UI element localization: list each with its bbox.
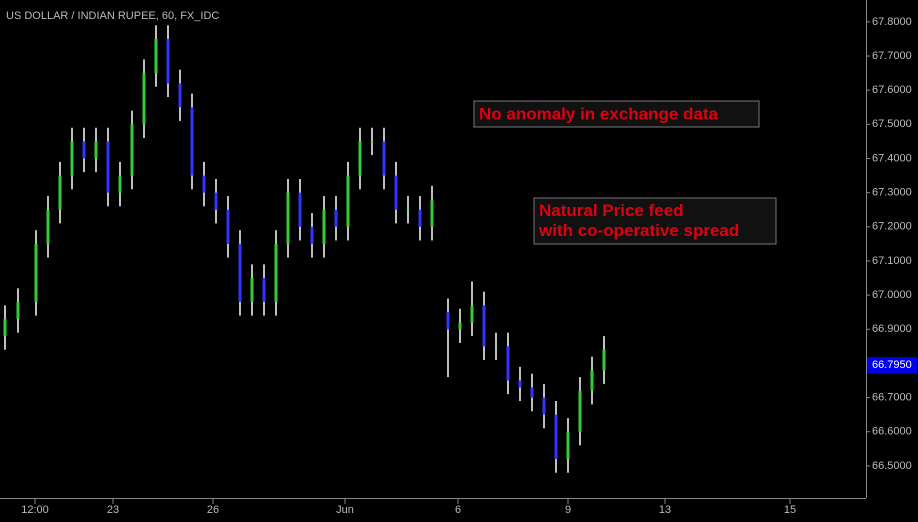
annotation: No anomaly in exchange data bbox=[479, 104, 719, 123]
bar-body bbox=[322, 209, 326, 244]
annotation: Natural Price feed with co-operative spre… bbox=[538, 201, 739, 240]
bar-body bbox=[166, 38, 170, 84]
x-tick-label: 9 bbox=[565, 504, 571, 516]
bar-body bbox=[214, 192, 218, 210]
y-tick-label: 67.2000 bbox=[872, 221, 912, 233]
bar-body bbox=[482, 305, 486, 347]
bar-body bbox=[430, 199, 434, 227]
y-tick-label: 67.0000 bbox=[872, 289, 912, 301]
bar-body bbox=[530, 387, 534, 398]
bar-body bbox=[154, 38, 158, 74]
bar-body bbox=[394, 175, 398, 210]
bar-body bbox=[382, 141, 386, 176]
y-tick-label: 67.4000 bbox=[872, 152, 912, 164]
bar-body bbox=[554, 414, 558, 460]
bar-body bbox=[46, 209, 50, 244]
bar-body bbox=[190, 107, 194, 176]
bar-body bbox=[130, 124, 134, 176]
bar-body bbox=[94, 141, 98, 159]
bar-body bbox=[3, 319, 7, 337]
bar-body bbox=[518, 380, 522, 388]
bar-body bbox=[458, 322, 462, 330]
y-tick-label: 67.5000 bbox=[872, 118, 912, 130]
y-tick-label: 67.7000 bbox=[872, 50, 912, 62]
bar-body bbox=[370, 141, 374, 143]
y-tick-label: 67.8000 bbox=[872, 16, 912, 28]
x-tick-label: 6 bbox=[455, 504, 461, 516]
bar-body bbox=[590, 370, 594, 391]
bar-body bbox=[226, 209, 230, 244]
bar-body bbox=[494, 346, 498, 348]
bar-body bbox=[470, 305, 474, 323]
annotation-box bbox=[473, 100, 760, 128]
bar-body bbox=[238, 243, 242, 302]
y-tick-label: 66.6000 bbox=[872, 426, 912, 438]
bar-body bbox=[578, 390, 582, 432]
bar-body bbox=[262, 278, 266, 302]
bar-body bbox=[418, 209, 422, 227]
bar-body bbox=[286, 192, 290, 244]
bar-body bbox=[334, 209, 338, 227]
bar-body bbox=[58, 175, 62, 210]
bar-body bbox=[506, 346, 510, 381]
chart-title: US DOLLAR / INDIAN RUPEE, 60, FX_IDC bbox=[6, 10, 219, 22]
y-tick-label: 67.3000 bbox=[872, 187, 912, 199]
annotation-box bbox=[533, 197, 777, 245]
bar-body bbox=[406, 209, 410, 211]
bar-body bbox=[250, 278, 254, 302]
bar-body bbox=[70, 141, 74, 176]
bar-body bbox=[34, 243, 38, 302]
x-tick-label: 12:00 bbox=[21, 504, 49, 516]
bar-body bbox=[202, 175, 206, 193]
bar-body bbox=[274, 243, 278, 302]
last-price-label: 66.7950 bbox=[872, 359, 912, 371]
x-tick-label: 15 bbox=[784, 504, 796, 516]
x-tick-label: 23 bbox=[107, 504, 119, 516]
bar-body bbox=[358, 141, 362, 176]
bar-body bbox=[310, 226, 314, 244]
bar-body bbox=[566, 431, 570, 460]
x-tick-label: 26 bbox=[207, 504, 219, 516]
x-tick-label: 13 bbox=[659, 504, 671, 516]
x-tick-label: Jun bbox=[336, 504, 354, 516]
last-price-box bbox=[867, 357, 917, 374]
y-tick-label: 66.9000 bbox=[872, 323, 912, 335]
bar-body bbox=[142, 73, 146, 125]
bar-body bbox=[602, 349, 606, 371]
bar-body bbox=[446, 312, 450, 330]
bar-body bbox=[542, 397, 546, 415]
bar-body bbox=[106, 141, 110, 193]
bar-body bbox=[178, 83, 182, 108]
y-tick-label: 67.6000 bbox=[872, 84, 912, 96]
y-tick-label: 66.5000 bbox=[872, 460, 912, 472]
bar-body bbox=[82, 141, 86, 159]
bar-body bbox=[16, 301, 20, 320]
y-tick-label: 67.1000 bbox=[872, 255, 912, 267]
bar-body bbox=[346, 175, 350, 227]
bar-body bbox=[298, 192, 302, 227]
bar-body bbox=[118, 175, 122, 193]
y-tick-label: 66.7000 bbox=[872, 391, 912, 403]
